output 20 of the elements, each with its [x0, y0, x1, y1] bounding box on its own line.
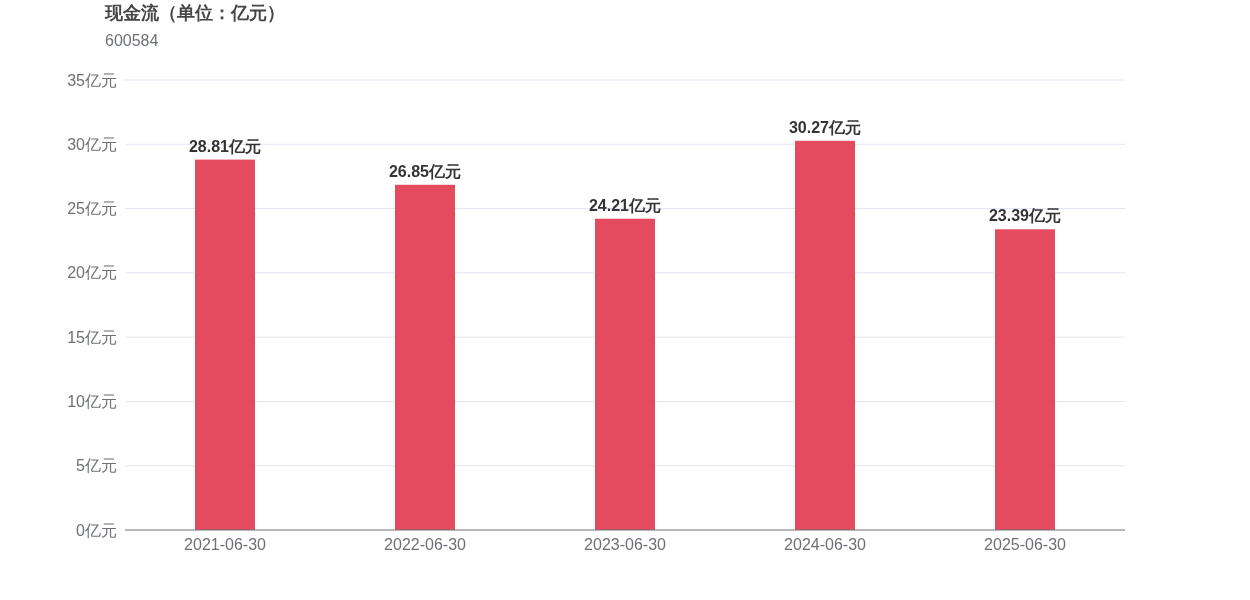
- y-tick-label: 20亿元: [67, 264, 117, 282]
- data-label: 23.39亿元: [988, 207, 1062, 225]
- x-tick-label: 2024-06-30: [784, 536, 867, 553]
- x-tick-label: 2021-06-30: [184, 536, 267, 553]
- subtitle: 600584: [105, 32, 159, 49]
- data-label: 30.27亿元: [788, 118, 862, 136]
- y-tick-label: 0亿元: [76, 521, 117, 539]
- y-tick-label: 15亿元: [67, 328, 117, 346]
- y-tick-label: 25亿元: [67, 200, 117, 218]
- x-tick-label: 2022-06-30: [384, 536, 467, 553]
- data-label: 26.85亿元: [388, 162, 462, 180]
- y-tick-label: 5亿元: [76, 457, 117, 475]
- data-label: 24.21亿元: [588, 196, 662, 214]
- data-label: 28.81亿元: [188, 137, 262, 155]
- x-tick-label: 2025-06-30: [984, 536, 1067, 553]
- y-tick-label: 10亿元: [67, 392, 117, 410]
- title: 现金流（单位：亿元）: [105, 3, 285, 23]
- x-tick-label: 2023-06-30: [584, 536, 667, 553]
- y-tick-label: 30亿元: [67, 135, 117, 153]
- y-tick-label: 35亿元: [67, 71, 117, 89]
